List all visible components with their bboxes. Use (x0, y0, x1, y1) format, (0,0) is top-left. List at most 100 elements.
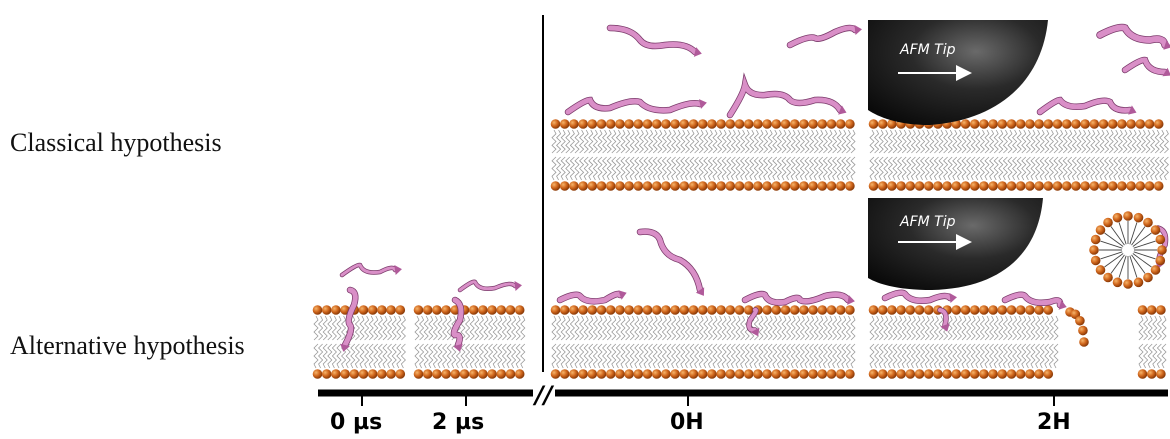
protein-ribbon-icon (786, 24, 862, 49)
lipid-head (707, 119, 717, 129)
lipid-head (559, 119, 570, 129)
lipid-head (679, 181, 690, 191)
lipid-head (845, 369, 855, 379)
lipid-head (559, 369, 570, 379)
lipid-head (707, 305, 717, 315)
lipid-head (624, 119, 634, 129)
lipid-head (743, 369, 754, 379)
lipid-head (559, 181, 570, 191)
micelle-tail (1129, 255, 1138, 278)
lipid-head (868, 369, 879, 379)
lipid-head (905, 369, 916, 379)
lipid-head (578, 305, 588, 315)
lipid-head (321, 369, 332, 379)
lipid-head (845, 119, 855, 129)
lipid-head (868, 181, 879, 191)
lipid-head (725, 369, 736, 379)
lipid-head (642, 369, 653, 379)
lipid-head (979, 181, 989, 191)
micelle-tail (1110, 226, 1125, 246)
lipid-head (1061, 181, 1072, 191)
lipid-head (358, 305, 369, 315)
lipid-head (450, 369, 461, 379)
lipid-head (688, 181, 699, 191)
lipid-head (716, 181, 726, 191)
lipid-head (979, 119, 989, 129)
lipid-head (979, 305, 989, 315)
afm-tip-label: AFM Tip (899, 42, 956, 58)
lipid-head (789, 119, 800, 129)
lipid-head (670, 305, 680, 315)
lipid-head (496, 305, 507, 315)
lipid-head (633, 119, 644, 129)
membrane-classical-2h (868, 119, 1169, 191)
lipid-head (887, 305, 897, 315)
protein-ribbon-icon (1001, 291, 1067, 310)
lipid-tails (551, 129, 856, 181)
lipid-head (771, 181, 782, 191)
micelle-tail (1132, 232, 1152, 247)
membrane-alt-0h (550, 305, 856, 379)
lipid-head (432, 369, 442, 379)
lipid-head (487, 369, 497, 379)
lipid-head (817, 181, 828, 191)
lipid-head (1107, 181, 1118, 191)
lipid-head (312, 369, 323, 379)
lipid-head (923, 305, 934, 315)
lipid-head (514, 305, 525, 315)
lipid-head (905, 305, 916, 315)
lipid-head (587, 181, 598, 191)
lipid-head (679, 119, 690, 129)
lipid-head (1133, 277, 1144, 288)
micelle-tail (1131, 254, 1146, 274)
lipid-head (478, 305, 488, 315)
lipid-tails (551, 315, 856, 369)
lipid-head (933, 181, 943, 191)
protein-ribbon-icon (340, 286, 359, 352)
lipid-head (321, 305, 332, 315)
micelle-icon (1089, 211, 1167, 289)
lipid-head (887, 119, 897, 129)
lipid-head (1006, 369, 1017, 379)
lipid-head (762, 305, 772, 315)
lipid-head (734, 119, 745, 129)
time-label-0h: 0H (670, 410, 704, 435)
lipid-head (1155, 234, 1166, 245)
membranes (312, 119, 1169, 379)
lipid-head (1006, 119, 1017, 129)
membrane-alt-2h-right (1137, 305, 1167, 379)
lipid-head (808, 181, 818, 191)
protein-ribbon-icon (746, 307, 760, 337)
lipid-head (596, 369, 607, 379)
lipid-head (1075, 315, 1085, 326)
lipid-head (1137, 369, 1148, 379)
lipid-head (1117, 181, 1127, 191)
lipid-head (1025, 369, 1035, 379)
lipid-head (734, 305, 745, 315)
micelle-tail (1104, 232, 1124, 247)
lipid-head (1080, 119, 1090, 129)
lipid-head (887, 181, 897, 191)
lipid-head (753, 369, 763, 379)
lipid-head (1006, 181, 1017, 191)
lipid-head (799, 119, 809, 129)
lipid-head (651, 119, 662, 129)
lipid-head (1025, 181, 1035, 191)
lipid-head (679, 305, 690, 315)
lipid-head (1146, 369, 1157, 379)
lipid-head (1052, 119, 1063, 129)
lipid-head (1043, 305, 1054, 315)
lipid-head (1103, 217, 1113, 228)
lipid-head (615, 305, 625, 315)
lipid-head (505, 369, 516, 379)
lipid-head (1156, 369, 1166, 379)
lipid-head (1126, 119, 1136, 129)
lipid-head (762, 369, 772, 379)
lipid-head (826, 181, 837, 191)
lipid-head (1089, 245, 1099, 255)
lipid-head (960, 369, 971, 379)
lipid-head (1150, 225, 1161, 235)
lipid-head (441, 305, 451, 315)
protein-ribbon-icon (339, 262, 402, 278)
lipid-head (651, 305, 662, 315)
